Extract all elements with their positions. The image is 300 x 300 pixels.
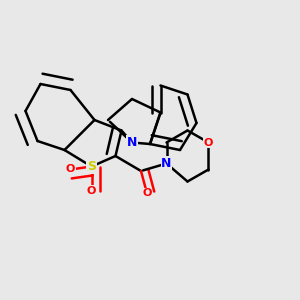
Text: N: N bbox=[127, 136, 137, 149]
Text: O: O bbox=[142, 188, 152, 199]
Text: N: N bbox=[161, 157, 172, 170]
Text: O: O bbox=[87, 185, 96, 196]
Text: O: O bbox=[66, 164, 75, 175]
Text: S: S bbox=[87, 160, 96, 173]
Text: O: O bbox=[204, 137, 213, 148]
